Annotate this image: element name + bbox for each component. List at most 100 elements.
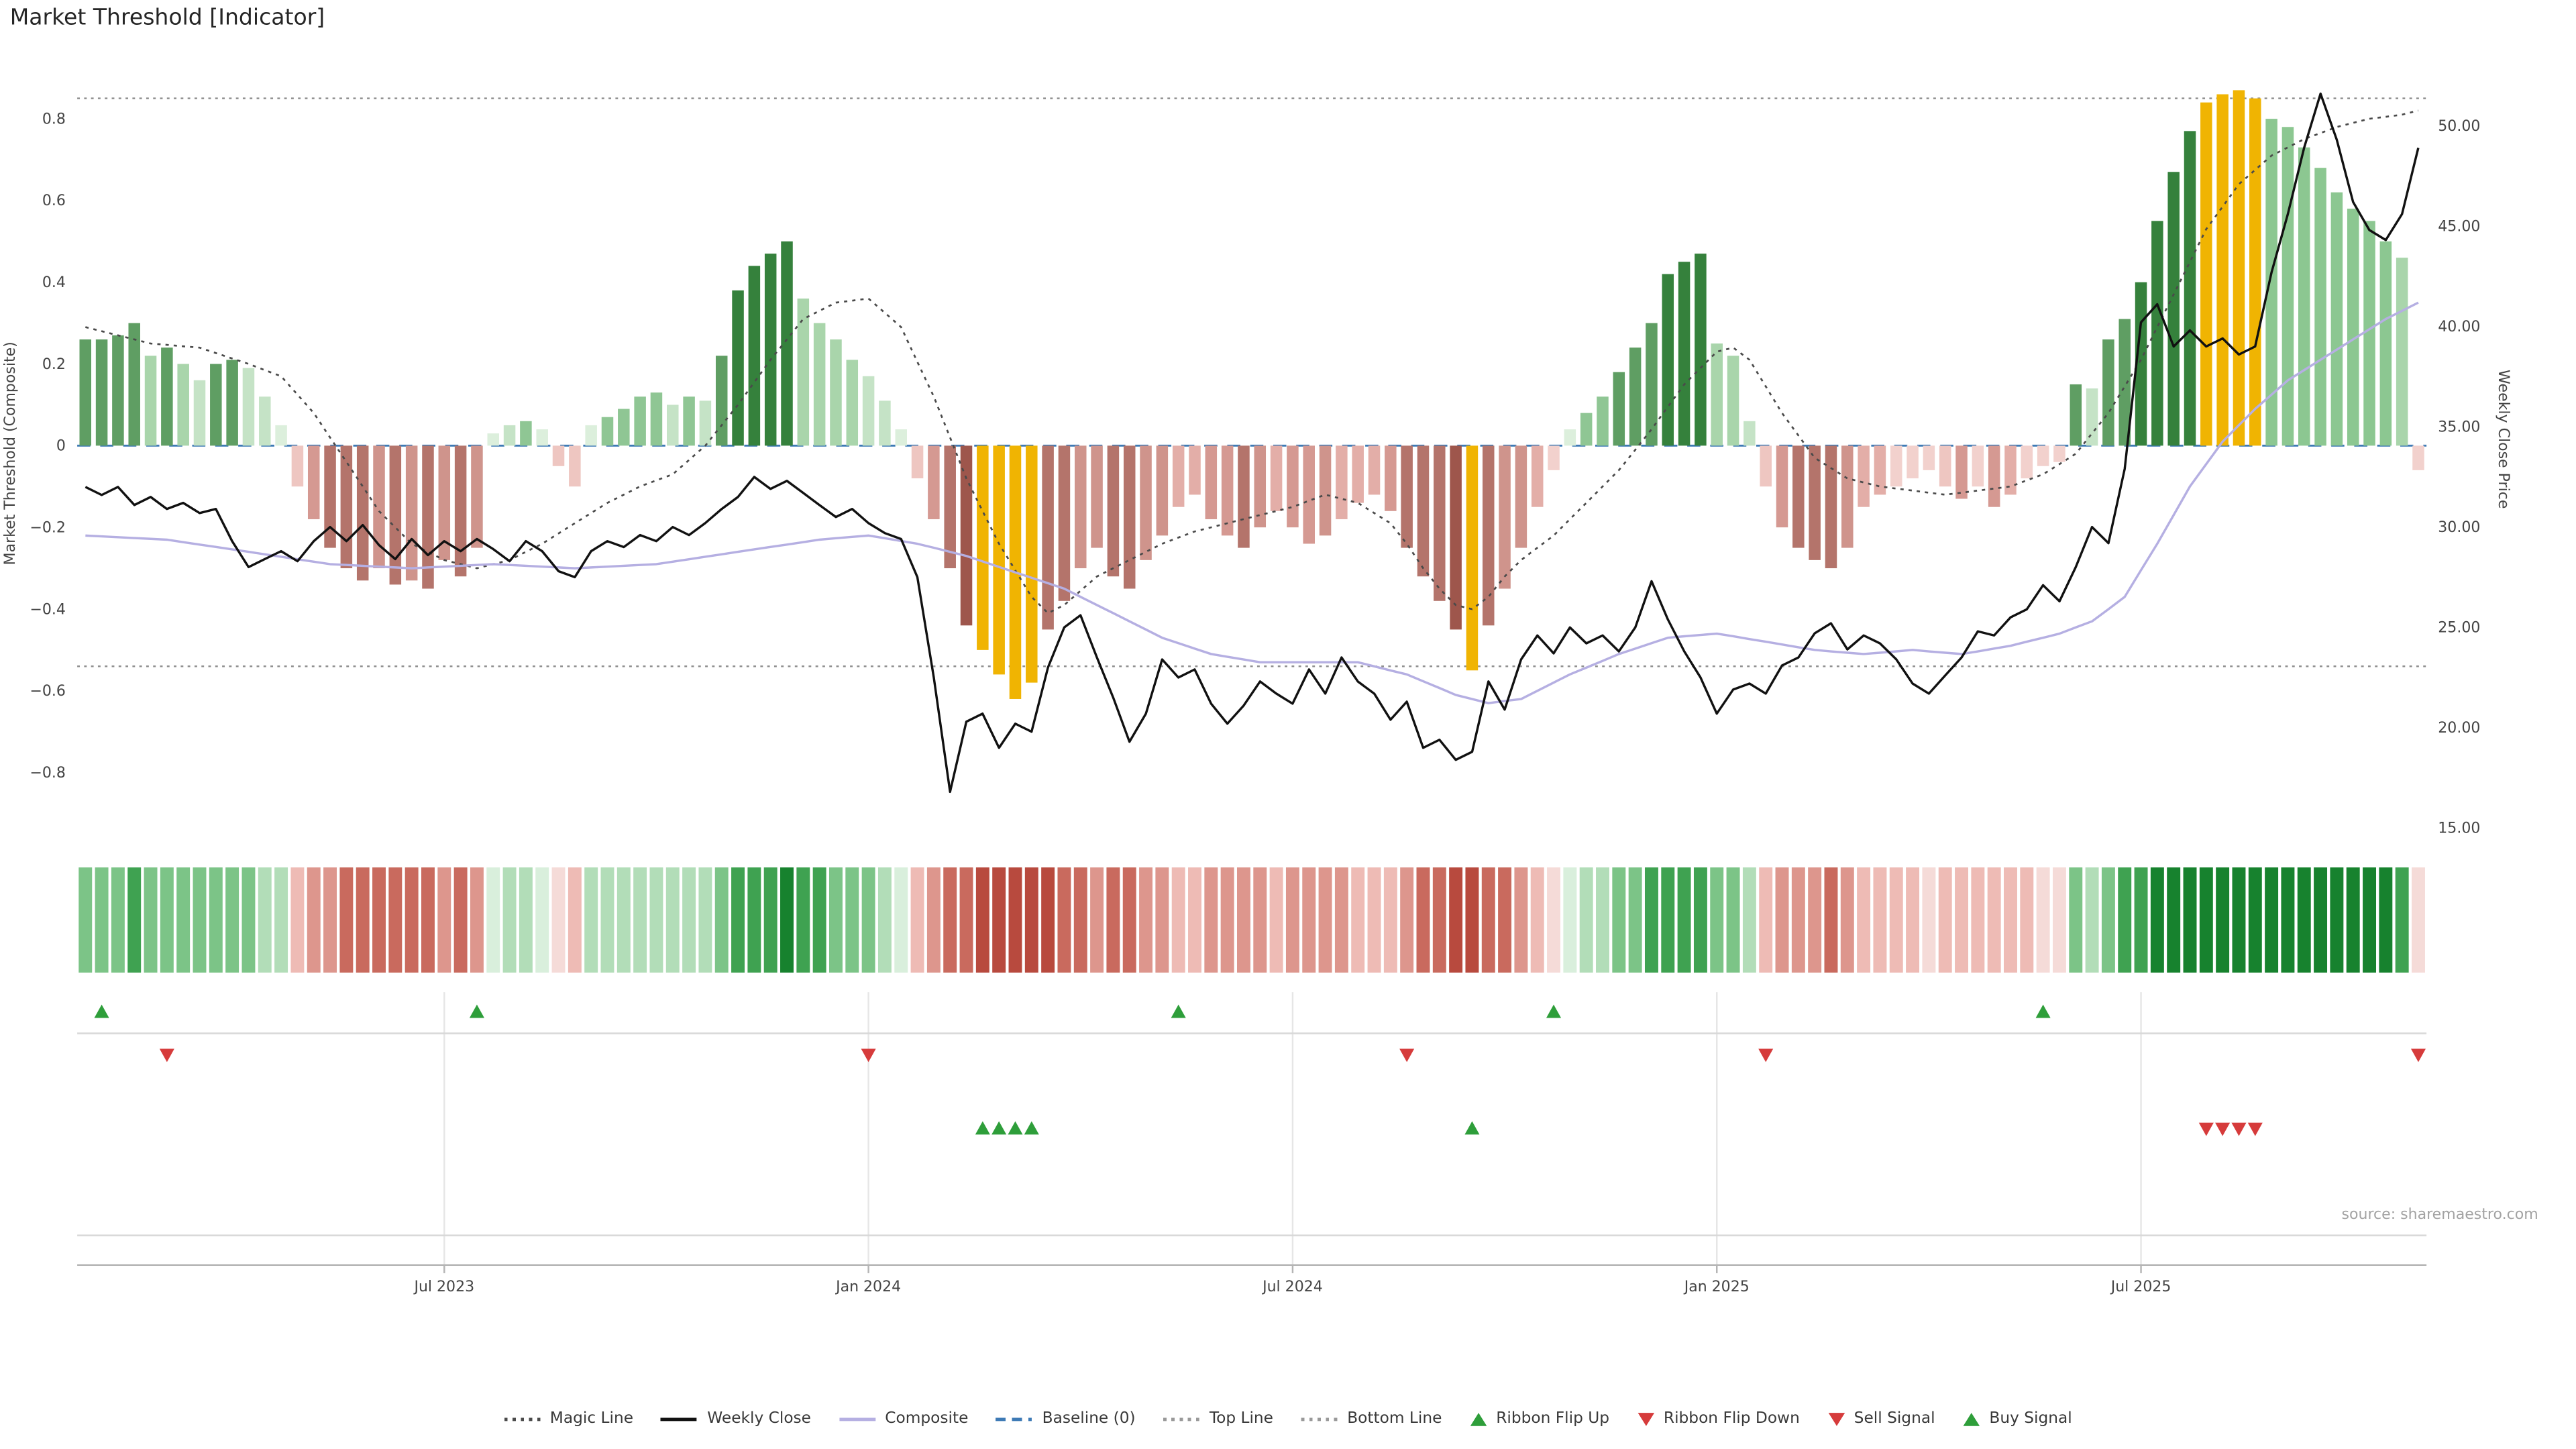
threshold-bar <box>2184 131 2196 446</box>
triangle-up-icon <box>1546 1004 1562 1018</box>
ribbon-cell <box>2199 867 2213 973</box>
triangle-down-icon <box>2247 1122 2263 1136</box>
ribbon-cell <box>323 867 337 973</box>
ribbon-cell <box>992 867 1006 973</box>
threshold-bar <box>650 392 663 446</box>
ribbon-cell <box>1073 867 1087 973</box>
threshold-bar <box>1629 347 1642 446</box>
right-axis-title: Weekly Close Price <box>2493 370 2511 509</box>
ribbon-cell <box>1171 867 1185 973</box>
ribbon-cell <box>1498 867 1512 973</box>
threshold-bar <box>2200 102 2212 446</box>
threshold-bar <box>1287 445 1299 528</box>
threshold-bar <box>1091 445 1103 548</box>
legend-item-ribbon-flip-up: Ribbon Flip Up <box>1470 1409 1609 1428</box>
triangle-down-icon <box>1637 1411 1654 1426</box>
ribbon-cell <box>1285 867 1299 973</box>
threshold-bar <box>895 429 908 446</box>
threshold-bar <box>1760 445 1772 487</box>
ribbon-cell <box>2167 867 2181 973</box>
ribbon-cell <box>2346 867 2360 973</box>
x-axis-ticks: Jul 2023 Jan 2024 Jul 2024 Jan 2025 Jul 2025 <box>413 1265 2171 1295</box>
threshold-bar <box>2021 445 2033 479</box>
ribbon-cell <box>975 867 989 973</box>
legend-item-top-line: Top Line <box>1163 1409 1273 1428</box>
threshold-bar <box>764 254 777 446</box>
ribbon-cell <box>1122 867 1136 973</box>
threshold-bar <box>536 429 548 446</box>
threshold-bar <box>585 425 597 446</box>
magic-line-marker-icon <box>504 1417 541 1421</box>
threshold-bar <box>2216 94 2229 446</box>
threshold-bar <box>1450 445 1462 630</box>
threshold-bar <box>1189 445 1201 495</box>
legend-label: Sell Signal <box>1854 1409 1935 1428</box>
threshold-bar <box>2396 258 2408 446</box>
threshold-bar <box>259 396 271 446</box>
threshold-bar <box>1580 413 1593 446</box>
ribbon-cell <box>551 867 566 973</box>
ribbon-cell <box>1938 867 1952 973</box>
threshold-bar <box>340 445 353 569</box>
ribbon-cell <box>127 867 142 973</box>
ribbon-cell <box>1922 867 1936 973</box>
threshold-bar <box>1874 445 1886 495</box>
ribbon-cell <box>2020 867 2034 973</box>
ribbon-cell <box>2052 867 2066 973</box>
threshold-bar <box>2053 445 2065 462</box>
ribbon-cell <box>1514 867 1528 973</box>
threshold-bar <box>732 290 744 446</box>
ribbon-cell <box>1090 867 1104 973</box>
threshold-bar <box>846 360 859 446</box>
threshold-bar <box>161 347 173 446</box>
ribbon-cell <box>1628 867 1642 973</box>
ribbon-cell <box>731 867 745 973</box>
ribbon-cell <box>307 867 321 973</box>
triangle-down-icon <box>2198 1122 2214 1136</box>
threshold-bar <box>291 445 304 487</box>
threshold-bar <box>177 364 189 446</box>
threshold-bar <box>813 323 826 446</box>
triangle-up-icon <box>1963 1411 1980 1426</box>
threshold-bar <box>389 445 402 585</box>
ribbon-cell <box>633 867 647 973</box>
legend-item-buy-signal: Buy Signal <box>1963 1409 2072 1428</box>
y-tick-label: −0.8 <box>30 765 66 782</box>
ribbon-cell <box>225 867 239 973</box>
threshold-bar <box>1123 445 1136 589</box>
threshold-bar <box>210 364 222 446</box>
ribbon-cell <box>568 867 582 973</box>
threshold-bar <box>634 396 646 446</box>
threshold-bar <box>373 445 385 569</box>
ribbon-cell <box>616 867 631 973</box>
threshold-bar <box>993 445 1005 675</box>
legend-item-baseline: Baseline (0) <box>996 1409 1136 1428</box>
ribbon-cell <box>160 867 174 973</box>
threshold-bar <box>1711 343 1723 446</box>
threshold-bar <box>1972 445 1984 487</box>
threshold-bar <box>1515 445 1527 548</box>
threshold-bar <box>1042 445 1054 630</box>
ribbon-cell <box>2314 867 2328 973</box>
threshold-bar <box>1270 445 1283 511</box>
triangle-up-icon <box>1464 1121 1480 1135</box>
threshold-bar <box>1776 445 1788 528</box>
threshold-bar <box>1531 445 1544 507</box>
ribbon-cell <box>2101 867 2115 973</box>
y-tick-label: 50.00 <box>2438 118 2480 135</box>
ribbon-cell <box>1775 867 1789 973</box>
ribbon-cell <box>1236 867 1250 973</box>
ribbon-cell <box>1612 867 1626 973</box>
ribbon-cell <box>1987 867 2001 973</box>
threshold-bar <box>112 335 124 446</box>
legend-item-magic-line: Magic Line <box>504 1409 633 1428</box>
threshold-bar <box>601 417 614 446</box>
buy-signals <box>975 1121 1480 1135</box>
ribbon-cell <box>926 867 941 973</box>
threshold-bar <box>1221 445 1234 536</box>
threshold-bar <box>2379 241 2392 446</box>
threshold-bar <box>275 425 287 446</box>
y-tick-label: 20.00 <box>2438 720 2480 737</box>
ribbon-cell <box>1955 867 1969 973</box>
ribbon-cell <box>2134 867 2148 973</box>
